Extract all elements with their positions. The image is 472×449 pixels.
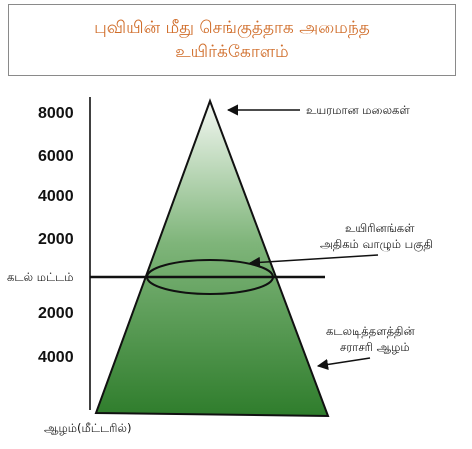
life-zone-arrow (248, 254, 379, 268)
tick-label-depth-4000: 4000 (38, 349, 74, 366)
title-line-1: புவியின் மீது செங்குத்தாக அமைந்த (94, 18, 370, 38)
tick-label-depth-2000: 2000 (38, 305, 74, 322)
life-zone-label-line2: அதிகம் வாழும் பகுதி (320, 237, 433, 252)
ocean-depth-label-line2: சராசரி ஆழம் (340, 340, 410, 354)
ocean-depth-arrow (316, 357, 371, 371)
tick-label-6000: 6000 (38, 148, 74, 165)
title-line-2: உயிர்க்கோளம் (175, 42, 289, 62)
tick-label-8000: 8000 (38, 105, 74, 122)
ocean-depth-label-line1: கடலடித்தளத்தின் (326, 324, 415, 338)
mountains-label: உயரமான மலைகள் (306, 103, 410, 117)
life-zone-label-line1: உயிரினங்கள் (345, 221, 415, 235)
pyramid (94, 98, 330, 418)
depth-unit-label: ஆழம்(மீட்டரில்) (44, 421, 131, 435)
life-zone-ellipse (146, 259, 274, 295)
title-box: புவியின் மீது செங்குத்தாக அமைந்த உயிர்க்… (8, 4, 456, 76)
sea-level-label: கடல் மட்டம் (7, 270, 74, 284)
tick-label-2000: 2000 (38, 231, 74, 248)
tick-label-4000: 4000 (38, 188, 74, 205)
